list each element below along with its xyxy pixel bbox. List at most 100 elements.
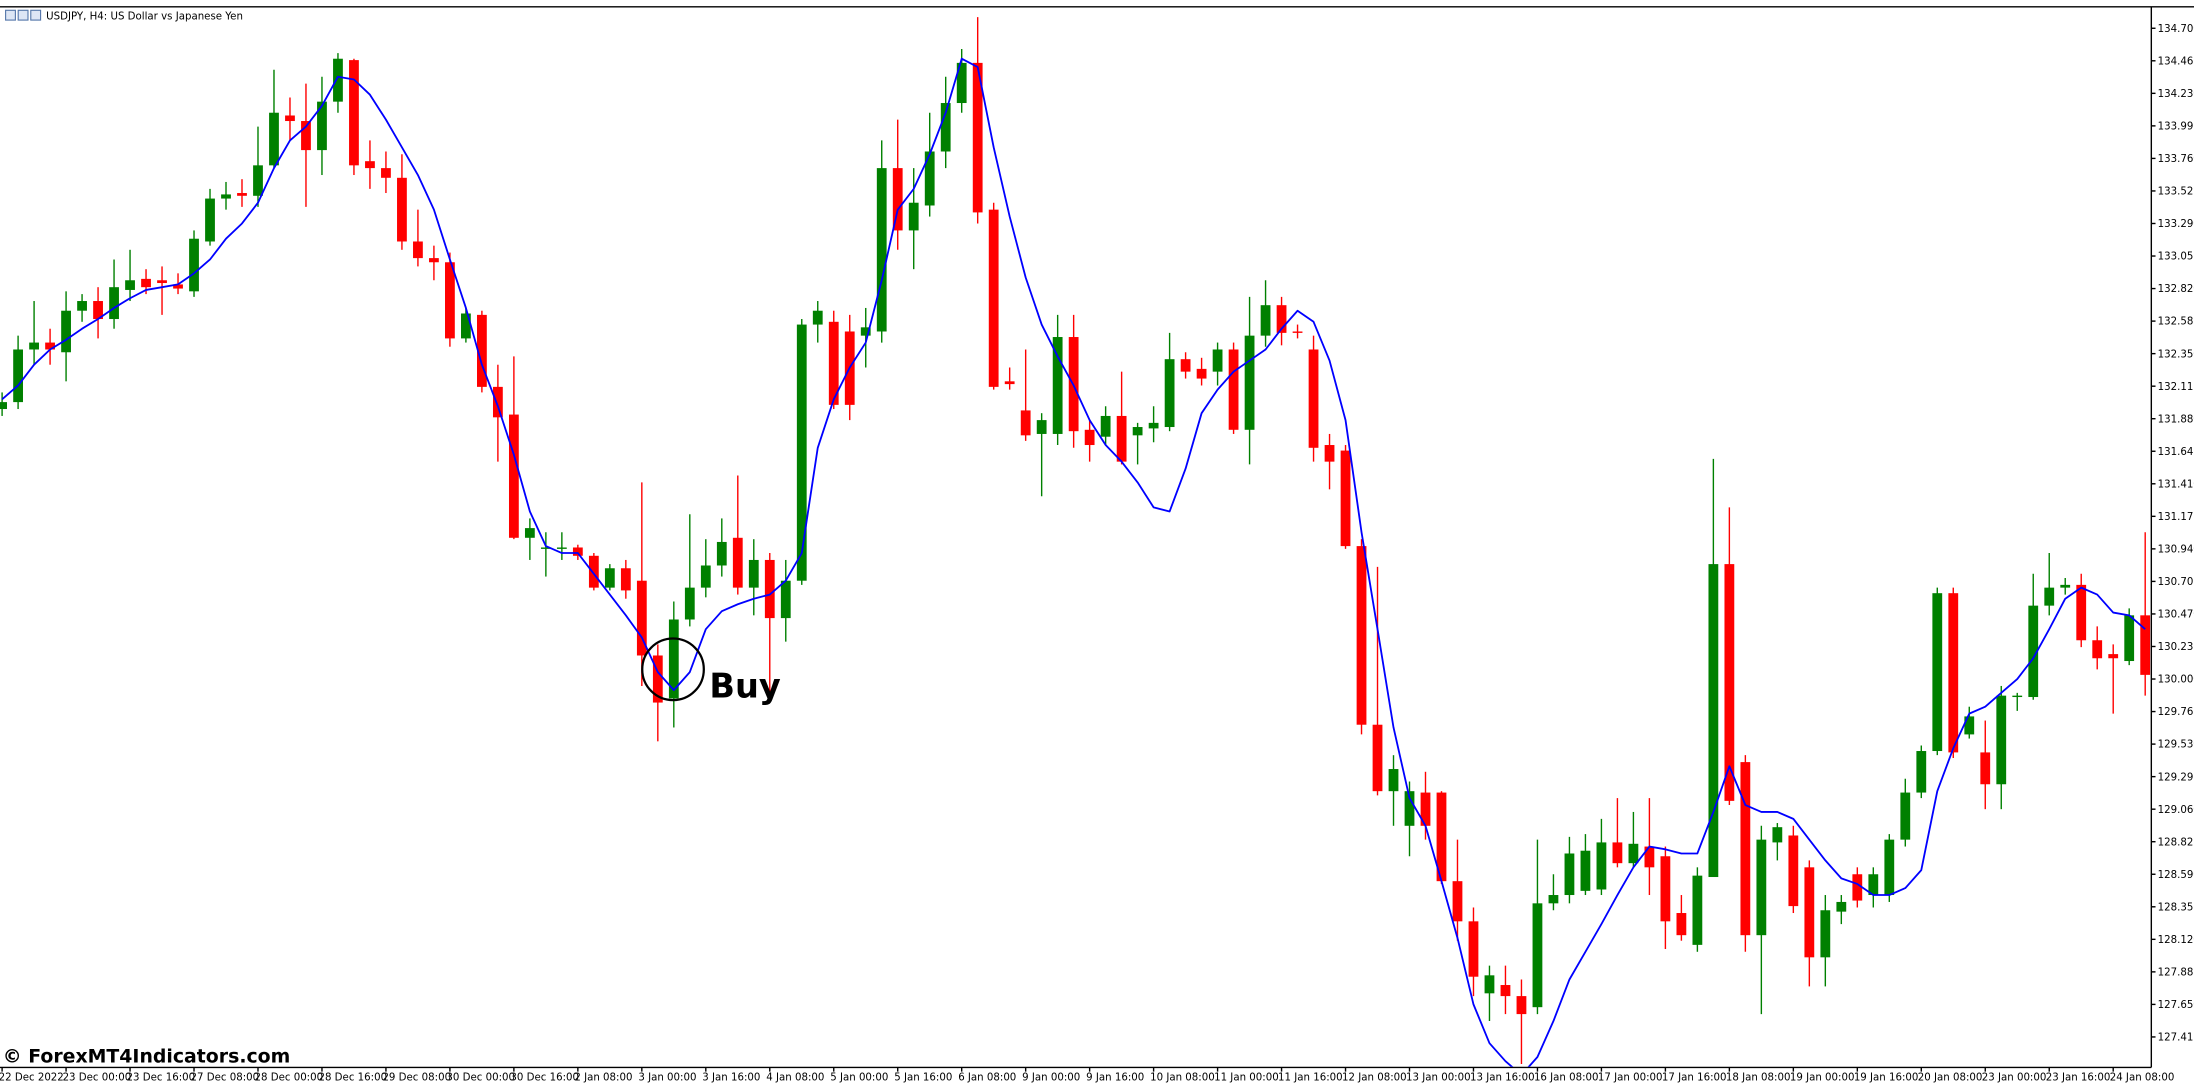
candle-body: [1388, 769, 1399, 792]
y-tick-label: 133.525: [2158, 187, 2194, 198]
x-tick-label: 3 Jan 00:00: [638, 1073, 696, 1084]
candle-body: [748, 559, 759, 588]
candle-body: [1436, 792, 1447, 882]
candle-body: [461, 313, 471, 339]
y-tick-label: 130.470: [2158, 610, 2194, 621]
candle-body: [1708, 564, 1719, 878]
x-tick-label: 29 Dec 08:00: [382, 1073, 451, 1084]
candle-body: [2140, 615, 2151, 675]
candle-body: [253, 165, 263, 196]
y-tick-label: 130.000: [2158, 675, 2194, 686]
candle-body: [61, 310, 71, 353]
x-tick-label: 19 Jan 16:00: [1854, 1073, 1919, 1084]
x-tick-label: 11 Jan 00:00: [1214, 1073, 1279, 1084]
candle-body: [924, 151, 935, 206]
candle-body: [1116, 415, 1127, 462]
candle-body: [1212, 349, 1223, 372]
x-tick-label: 3 Jan 16:00: [702, 1073, 760, 1084]
candle-body: [1276, 305, 1287, 333]
y-tick-label: 134.700: [2158, 24, 2194, 35]
candle-body: [1004, 381, 1015, 385]
candle-body: [1468, 921, 1479, 977]
candle-body: [221, 194, 231, 199]
candle-body: [764, 559, 775, 619]
candle-body: [2044, 587, 2055, 606]
candle-body: [1532, 903, 1543, 1008]
x-tick-label: 17 Jan 16:00: [1662, 1073, 1727, 1084]
annotation: Buy: [709, 666, 780, 705]
x-tick-label: 19 Jan 00:00: [1790, 1073, 1855, 1084]
candle-body: [77, 301, 87, 311]
candle-body: [1612, 842, 1623, 864]
candle-body: [0, 402, 7, 410]
candle-body: [413, 241, 423, 259]
candle-body: [1660, 856, 1671, 922]
x-tick-label: 5 Jan 00:00: [830, 1073, 888, 1084]
x-tick-label: 2 Jan 08:00: [574, 1073, 632, 1084]
candle-body: [476, 314, 487, 387]
candle-body: [1132, 427, 1143, 436]
y-tick-label: 129.765: [2158, 707, 2194, 718]
candle-body: [285, 115, 295, 122]
x-tick-label: 30 Dec 00:00: [446, 1073, 515, 1084]
candle-body: [796, 324, 807, 581]
candle-body: [1980, 752, 1991, 785]
icon: [5, 9, 16, 21]
candle-body: [365, 161, 375, 169]
candle-body: [1036, 420, 1047, 434]
x-tick-label: 24 Jan 08:00: [2110, 1073, 2175, 1084]
candle-body: [445, 262, 455, 339]
candle-body: [1580, 850, 1591, 891]
candle-body: [588, 555, 599, 588]
candle-body: [668, 619, 679, 699]
candle-body: [141, 278, 151, 288]
x-tick-label: 9 Jan 16:00: [1086, 1073, 1144, 1084]
candle-body: [397, 177, 407, 242]
candle-body: [269, 112, 279, 166]
candle-body: [1292, 331, 1303, 333]
x-tick-label: 16 Jan 08:00: [1534, 1073, 1599, 1084]
candle-body: [1788, 835, 1799, 907]
candle-body: [556, 547, 567, 549]
x-tick-label: 20 Jan 08:00: [1918, 1073, 1983, 1084]
x-tick-label: 13 Jan 16:00: [1470, 1073, 1535, 1084]
candle-body: [109, 287, 119, 320]
candle-body: [1916, 751, 1927, 793]
y-tick-label: 133.055: [2158, 252, 2194, 263]
candle-body: [860, 327, 871, 336]
candle-body: [2124, 615, 2135, 662]
candle-body: [956, 62, 967, 104]
candle-body: [1356, 546, 1367, 725]
y-tick-label: 127.650: [2158, 1000, 2194, 1011]
candle-body: [2060, 584, 2071, 588]
candle-body: [1964, 716, 1975, 735]
candle-body: [1932, 593, 1943, 752]
x-tick-label: 22 Dec 2022: [0, 1073, 64, 1084]
candle-body: [1724, 564, 1735, 801]
candle-body: [125, 280, 135, 290]
y-tick-label: 129.060: [2158, 805, 2194, 816]
plot-area: [0, 17, 2151, 1067]
candle-body: [1740, 762, 1751, 936]
candle-body: [317, 101, 327, 151]
candle-body: [1628, 843, 1639, 864]
candle-body: [1164, 359, 1175, 428]
y-tick-label: 131.410: [2158, 479, 2194, 490]
x-tick-label: 4 Jan 08:00: [766, 1073, 824, 1084]
icon: [30, 9, 42, 21]
candle-body: [508, 414, 519, 538]
y-tick-label: 131.645: [2158, 447, 2194, 458]
candle-body: [1756, 839, 1767, 936]
candle-body: [205, 198, 215, 242]
candle-body: [1308, 349, 1319, 448]
watermark: © ForexMT4Indicators.com: [3, 1046, 291, 1068]
y-tick-label: 134.230: [2158, 89, 2194, 100]
y-tick-label: 132.115: [2158, 382, 2194, 393]
candle-body: [1676, 913, 1687, 936]
candle-body: [1484, 975, 1495, 994]
y-tick-label: 131.880: [2158, 414, 2194, 425]
candle-body: [604, 568, 615, 588]
candle-body: [876, 168, 887, 332]
